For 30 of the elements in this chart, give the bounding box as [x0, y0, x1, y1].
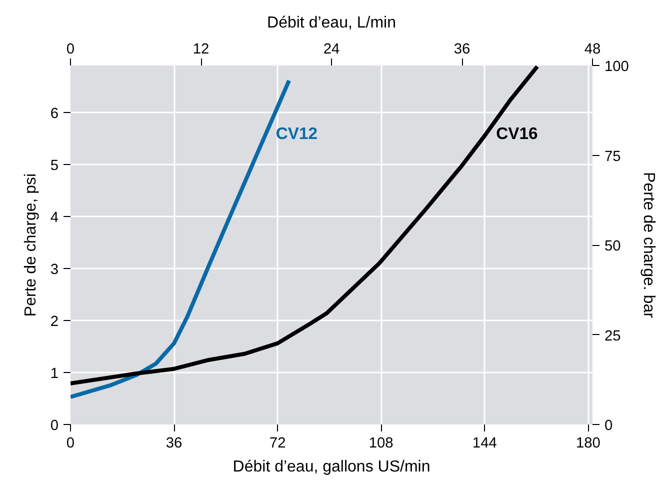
x-axis-title: Débit d’eau, gallons US/min	[232, 458, 430, 476]
x-tick-label: 0	[66, 436, 75, 452]
x-tick-label: 108	[368, 436, 394, 452]
y-tick-label: 4	[50, 210, 59, 226]
y-tick-label: 6	[50, 106, 59, 122]
x-tick-label: 144	[472, 436, 497, 452]
y2-tick-label: 25	[604, 328, 621, 344]
x2-axis-title: Débit d’eau, L/min	[267, 14, 396, 32]
x2-tick-label: 24	[323, 42, 340, 58]
series-label: CV12	[276, 124, 318, 144]
x2-tick-label: 12	[192, 42, 210, 58]
y2-tick-label: 100	[604, 59, 629, 75]
y-tick-label: 3	[50, 262, 59, 278]
y2-tick-label: 0	[604, 418, 613, 434]
x-tick-label: 180	[576, 436, 600, 452]
y-tick-label: 0	[50, 418, 59, 434]
x2-tick-label: 48	[584, 42, 601, 58]
x-tick-label: 72	[269, 436, 286, 452]
y2-axis-title: Perte de charge. bar	[640, 172, 657, 319]
y-tick-label: 2	[50, 314, 59, 330]
x-tick-label: 36	[166, 436, 182, 452]
series-label: CV16	[496, 124, 538, 144]
y2-tick-label: 50	[604, 238, 621, 254]
y-tick-label: 1	[50, 366, 59, 382]
line-series	[70, 66, 540, 386]
y-axis-title: Perte de charge, psi	[22, 173, 40, 317]
x2-tick-label: 0	[66, 42, 75, 58]
y2-tick-label: 75	[604, 148, 621, 165]
x2-tick-label: 36	[454, 42, 470, 58]
y-tick-label: 5	[50, 158, 59, 174]
